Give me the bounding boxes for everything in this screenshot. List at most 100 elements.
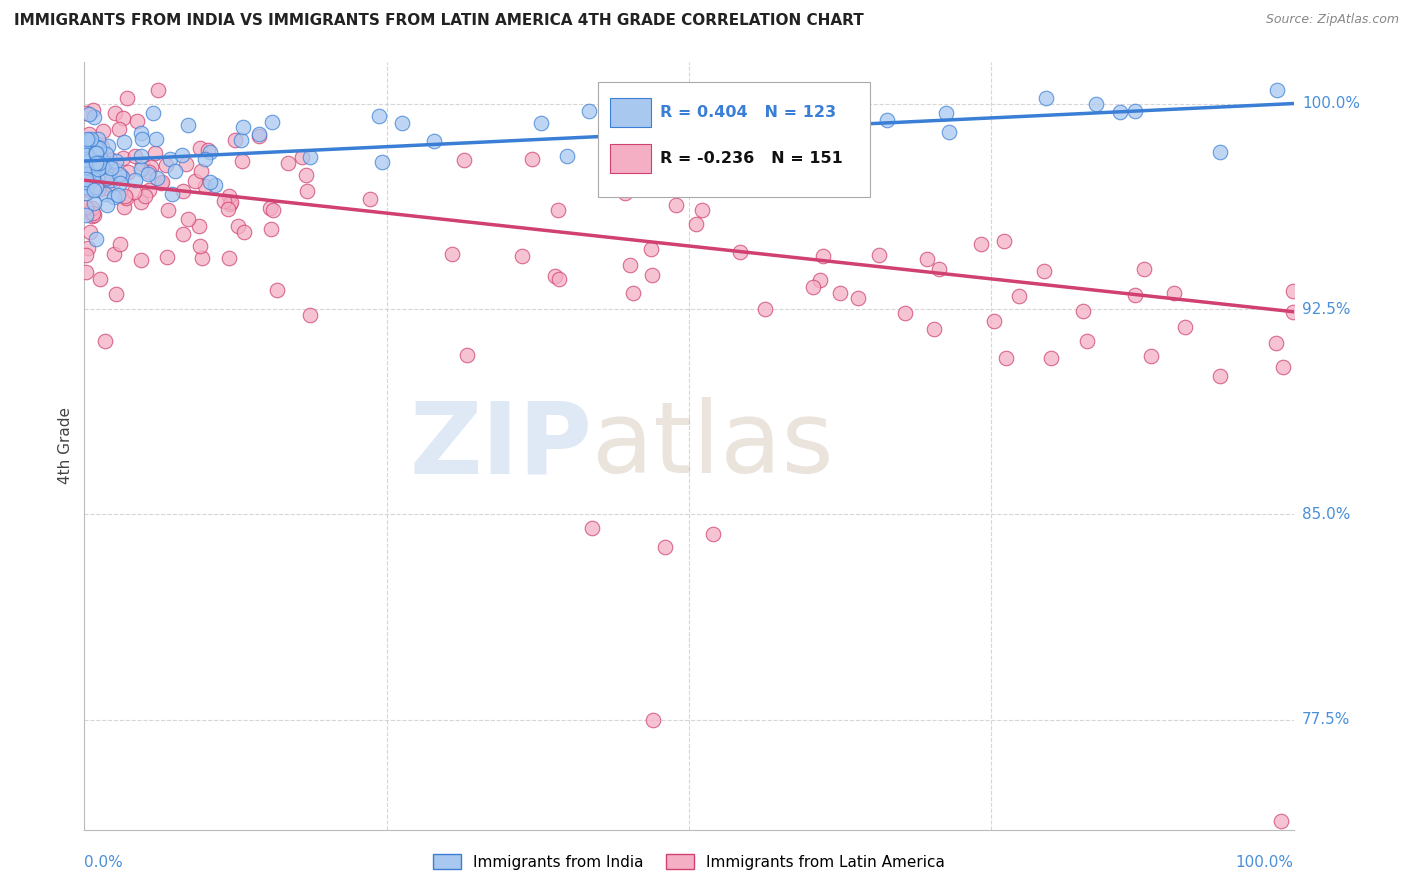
Immigrants from India	[111, 169, 134, 184]
Immigrants from Latin America	[82, 103, 104, 117]
Immigrants from Latin America	[110, 237, 132, 252]
Immigrants from India	[80, 159, 103, 173]
Immigrants from Latin America	[259, 201, 281, 215]
Immigrants from Latin America	[969, 237, 991, 252]
Immigrants from Latin America	[520, 152, 543, 166]
Immigrants from Latin America	[112, 112, 135, 126]
Immigrants from India	[204, 178, 226, 192]
Immigrants from Latin America	[219, 194, 242, 209]
Immigrants from Latin America	[96, 168, 118, 182]
Immigrants from India	[110, 177, 132, 191]
Immigrants from Latin America	[1265, 335, 1288, 350]
Immigrants from Latin America	[619, 259, 641, 273]
Immigrants from Latin America	[76, 241, 98, 255]
Immigrants from India	[96, 198, 118, 212]
Immigrants from Latin America	[77, 127, 100, 141]
Immigrants from India	[87, 131, 110, 145]
Immigrants from India	[84, 146, 107, 161]
Immigrants from Latin America	[1271, 360, 1294, 375]
Immigrants from India	[232, 120, 254, 134]
Text: 77.5%: 77.5%	[1302, 713, 1350, 728]
Immigrants from Latin America	[262, 203, 284, 218]
Immigrants from India	[75, 171, 97, 186]
Immigrants from Latin America	[1008, 289, 1031, 303]
Immigrants from India	[83, 196, 105, 211]
Immigrants from India	[794, 120, 817, 135]
Immigrants from India	[299, 150, 322, 164]
FancyBboxPatch shape	[610, 98, 651, 127]
Immigrants from India	[84, 139, 107, 153]
Immigrants from India	[94, 147, 117, 161]
Immigrants from Latin America	[75, 248, 97, 262]
Immigrants from Latin America	[172, 227, 194, 241]
Immigrants from Latin America	[1163, 286, 1185, 301]
Immigrants from Latin America	[291, 151, 314, 165]
Immigrants from India	[75, 155, 97, 169]
Immigrants from Latin America	[75, 163, 97, 178]
Immigrants from Latin America	[803, 280, 825, 294]
Immigrants from Latin America	[82, 164, 104, 178]
Immigrants from India	[194, 152, 217, 166]
Immigrants from Latin America	[1123, 287, 1146, 301]
Immigrants from Latin America	[177, 212, 200, 227]
Immigrants from Latin America	[188, 219, 211, 234]
Immigrants from Latin America	[108, 168, 131, 182]
Immigrants from Latin America	[190, 141, 212, 155]
Immigrants from India	[87, 141, 110, 155]
Immigrants from Latin America	[104, 105, 127, 120]
Immigrants from India	[82, 171, 104, 186]
Immigrants from India	[84, 145, 107, 160]
Immigrants from India	[75, 171, 97, 186]
Immigrants from Latin America	[218, 189, 240, 203]
Immigrants from Latin America	[125, 114, 148, 128]
Immigrants from India	[607, 141, 630, 155]
Immigrants from India	[136, 167, 159, 181]
Immigrants from Latin America	[297, 184, 319, 198]
Immigrants from Latin America	[91, 140, 114, 154]
Immigrants from India	[93, 186, 115, 201]
Immigrants from Latin America	[139, 160, 162, 174]
Immigrants from Latin America	[150, 175, 173, 189]
Immigrants from India	[172, 148, 194, 162]
Immigrants from Latin America	[685, 217, 707, 231]
Immigrants from Latin America	[894, 306, 917, 320]
Immigrants from Latin America	[112, 151, 135, 165]
Immigrants from India	[89, 156, 111, 170]
Text: R = -0.236   N = 151: R = -0.236 N = 151	[659, 151, 842, 166]
Immigrants from India	[79, 154, 101, 169]
Immigrants from Latin America	[156, 202, 179, 217]
Immigrants from Latin America	[79, 225, 101, 239]
FancyBboxPatch shape	[599, 81, 870, 197]
Immigrants from India	[160, 187, 183, 202]
Immigrants from India	[131, 131, 153, 145]
Immigrants from Latin America	[260, 222, 283, 236]
Immigrants from Latin America	[122, 186, 145, 200]
Legend: Immigrants from India, Immigrants from Latin America: Immigrants from India, Immigrants from L…	[427, 848, 950, 876]
Immigrants from Latin America	[441, 247, 464, 261]
Text: 0.0%: 0.0%	[84, 855, 124, 870]
Text: atlas: atlas	[592, 398, 834, 494]
Immigrants from Latin America	[359, 193, 381, 207]
Immigrants from Latin America	[82, 205, 104, 219]
Text: 85.0%: 85.0%	[1302, 507, 1350, 522]
Immigrants from India	[145, 132, 167, 146]
Immigrants from Latin America	[228, 219, 250, 234]
Immigrants from Latin America	[654, 541, 676, 555]
Immigrants from Latin America	[115, 191, 138, 205]
Text: R = 0.404   N = 123: R = 0.404 N = 123	[659, 104, 837, 120]
Immigrants from Latin America	[994, 351, 1017, 365]
Immigrants from Latin America	[194, 178, 217, 193]
Immigrants from India	[555, 149, 578, 163]
Immigrants from Latin America	[846, 291, 869, 305]
Immigrants from India	[76, 168, 98, 182]
Immigrants from India	[76, 132, 98, 146]
FancyBboxPatch shape	[610, 144, 651, 173]
Immigrants from India	[1108, 105, 1130, 120]
Immigrants from India	[75, 160, 97, 174]
Immigrants from India	[163, 164, 186, 178]
Immigrants from India	[695, 117, 717, 131]
Immigrants from India	[83, 151, 105, 165]
Immigrants from India	[935, 106, 957, 120]
Text: 92.5%: 92.5%	[1302, 301, 1350, 317]
Immigrants from India	[77, 168, 100, 182]
